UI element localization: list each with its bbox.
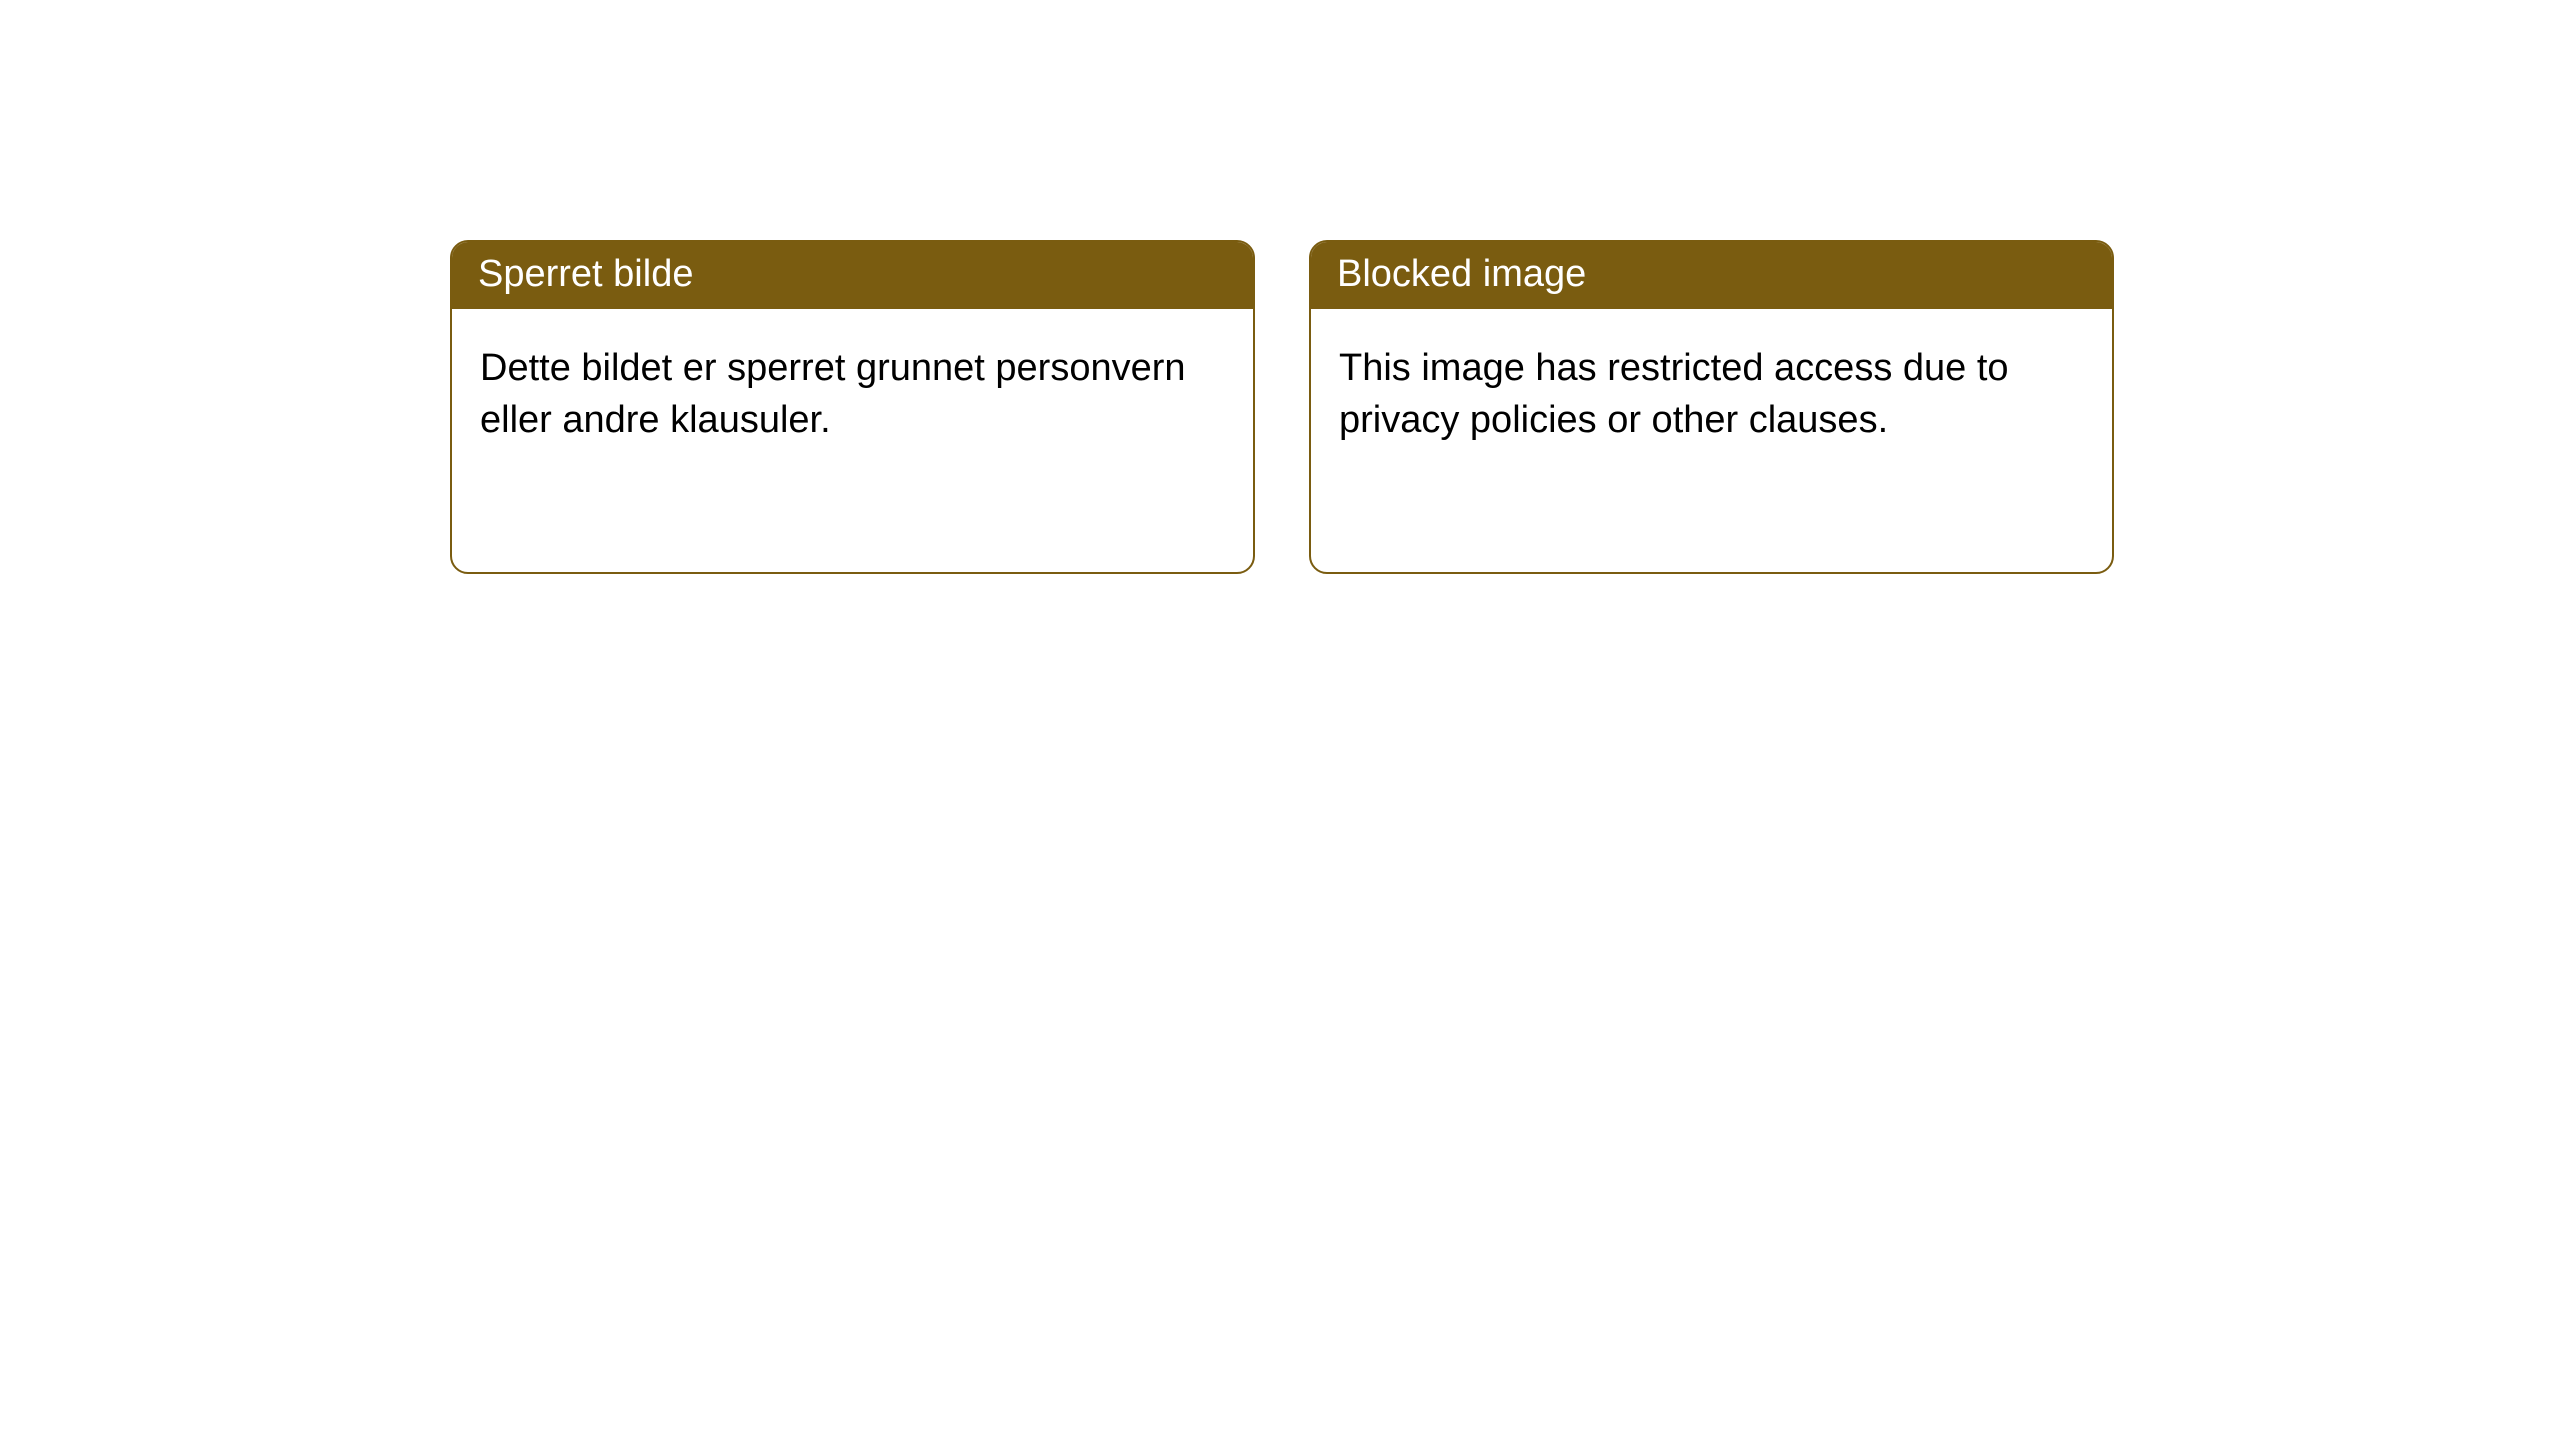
blocked-image-card-en: Blocked image This image has restricted … [1309, 240, 2114, 574]
card-title-en: Blocked image [1337, 253, 1586, 295]
notice-cards-container: Sperret bilde Dette bildet er sperret gr… [0, 0, 2560, 574]
card-body-en: This image has restricted access due to … [1311, 309, 2112, 474]
card-header-en: Blocked image [1311, 242, 2112, 309]
card-body-no: Dette bildet er sperret grunnet personve… [452, 309, 1253, 474]
card-header-no: Sperret bilde [452, 242, 1253, 309]
card-title-no: Sperret bilde [478, 253, 693, 295]
card-body-text-en: This image has restricted access due to … [1339, 347, 2009, 440]
blocked-image-card-no: Sperret bilde Dette bildet er sperret gr… [450, 240, 1255, 574]
card-body-text-no: Dette bildet er sperret grunnet personve… [480, 347, 1186, 440]
